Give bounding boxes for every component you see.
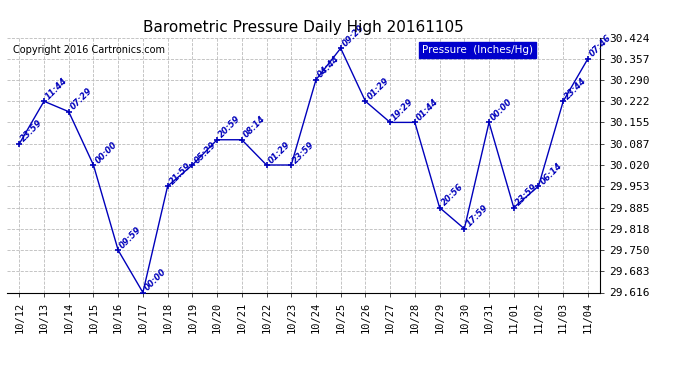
Text: 23:59: 23:59 bbox=[514, 182, 539, 208]
Text: 05:29: 05:29 bbox=[193, 140, 218, 165]
Text: 00:00: 00:00 bbox=[93, 140, 119, 165]
Text: 07:29: 07:29 bbox=[69, 86, 94, 112]
Text: 19:29: 19:29 bbox=[390, 97, 415, 122]
Text: 09:59: 09:59 bbox=[118, 225, 144, 250]
Text: 01:29: 01:29 bbox=[266, 140, 292, 165]
Text: 01:29: 01:29 bbox=[366, 76, 391, 101]
Text: 23:59: 23:59 bbox=[19, 118, 45, 144]
Text: Copyright 2016 Cartronics.com: Copyright 2016 Cartronics.com bbox=[13, 45, 165, 55]
Text: 00:00: 00:00 bbox=[143, 267, 168, 292]
Text: Pressure  (Inches/Hg): Pressure (Inches/Hg) bbox=[422, 45, 533, 55]
Title: Barometric Pressure Daily High 20161105: Barometric Pressure Daily High 20161105 bbox=[144, 20, 464, 35]
Text: 00:00: 00:00 bbox=[489, 97, 515, 122]
Text: 04:44: 04:44 bbox=[316, 54, 342, 80]
Text: 23:59: 23:59 bbox=[291, 140, 317, 165]
Text: 23:44: 23:44 bbox=[563, 76, 589, 101]
Text: 09:29: 09:29 bbox=[341, 23, 366, 48]
Text: 20:56: 20:56 bbox=[440, 182, 465, 208]
Text: 11:44: 11:44 bbox=[44, 76, 70, 101]
Text: 07:46: 07:46 bbox=[588, 33, 613, 58]
Text: 21:59: 21:59 bbox=[168, 161, 193, 186]
Text: 06:14: 06:14 bbox=[538, 161, 564, 186]
Text: 01:44: 01:44 bbox=[415, 97, 440, 122]
Text: 17:59: 17:59 bbox=[464, 203, 490, 229]
Text: 20:59: 20:59 bbox=[217, 114, 242, 140]
Text: 08:14: 08:14 bbox=[241, 114, 267, 140]
